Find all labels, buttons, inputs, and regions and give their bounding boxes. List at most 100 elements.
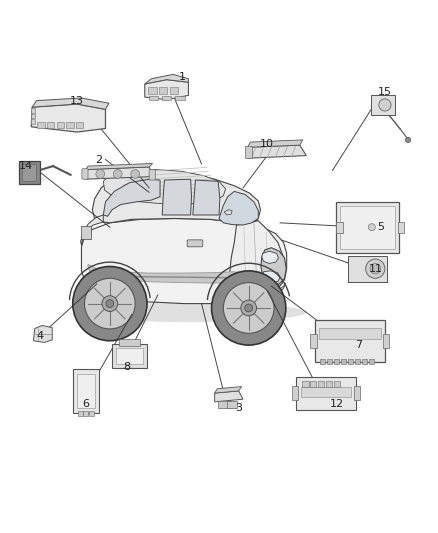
Polygon shape xyxy=(224,210,232,215)
Polygon shape xyxy=(145,75,188,84)
FancyBboxPatch shape xyxy=(296,376,356,410)
FancyBboxPatch shape xyxy=(398,222,404,233)
FancyBboxPatch shape xyxy=(341,359,346,364)
Polygon shape xyxy=(31,104,106,132)
FancyBboxPatch shape xyxy=(89,410,94,416)
FancyBboxPatch shape xyxy=(78,410,83,416)
Polygon shape xyxy=(86,167,153,179)
FancyBboxPatch shape xyxy=(148,87,156,94)
Text: 13: 13 xyxy=(70,95,84,106)
Polygon shape xyxy=(215,391,243,402)
FancyBboxPatch shape xyxy=(245,147,252,158)
Circle shape xyxy=(379,99,391,111)
Text: 2: 2 xyxy=(95,155,102,165)
FancyBboxPatch shape xyxy=(320,359,325,364)
Circle shape xyxy=(245,304,253,312)
FancyBboxPatch shape xyxy=(311,334,317,348)
Circle shape xyxy=(96,169,105,179)
FancyBboxPatch shape xyxy=(116,348,143,364)
Polygon shape xyxy=(219,191,258,225)
FancyBboxPatch shape xyxy=(300,386,351,397)
Polygon shape xyxy=(230,221,285,299)
Text: 1: 1 xyxy=(178,71,185,82)
Polygon shape xyxy=(103,169,226,205)
Text: 5: 5 xyxy=(377,222,384,232)
Polygon shape xyxy=(86,164,152,169)
Polygon shape xyxy=(32,98,109,109)
FancyBboxPatch shape xyxy=(57,122,64,128)
FancyBboxPatch shape xyxy=(334,381,340,387)
FancyBboxPatch shape xyxy=(336,222,343,233)
Text: 8: 8 xyxy=(124,362,131,372)
Circle shape xyxy=(113,169,122,179)
Text: 7: 7 xyxy=(355,340,362,350)
FancyBboxPatch shape xyxy=(47,122,54,128)
FancyBboxPatch shape xyxy=(227,400,237,408)
Polygon shape xyxy=(193,180,220,215)
FancyBboxPatch shape xyxy=(31,108,35,113)
Text: 15: 15 xyxy=(378,87,392,97)
Polygon shape xyxy=(92,171,261,225)
FancyBboxPatch shape xyxy=(348,359,353,364)
FancyBboxPatch shape xyxy=(315,320,385,362)
FancyBboxPatch shape xyxy=(66,122,74,128)
Ellipse shape xyxy=(79,303,306,322)
Polygon shape xyxy=(81,219,287,304)
Circle shape xyxy=(370,263,381,274)
FancyBboxPatch shape xyxy=(162,96,171,100)
FancyBboxPatch shape xyxy=(175,96,184,100)
FancyBboxPatch shape xyxy=(310,381,316,387)
Polygon shape xyxy=(81,215,103,246)
Circle shape xyxy=(73,266,147,341)
FancyBboxPatch shape xyxy=(31,119,35,124)
Polygon shape xyxy=(263,283,286,296)
FancyBboxPatch shape xyxy=(327,359,332,364)
Circle shape xyxy=(212,271,286,345)
FancyBboxPatch shape xyxy=(302,381,308,387)
FancyBboxPatch shape xyxy=(339,206,396,248)
FancyBboxPatch shape xyxy=(371,95,395,115)
Polygon shape xyxy=(215,386,242,393)
Text: 6: 6 xyxy=(82,399,89,409)
FancyBboxPatch shape xyxy=(187,240,203,247)
Text: 12: 12 xyxy=(330,399,344,409)
Circle shape xyxy=(241,300,257,316)
Circle shape xyxy=(366,259,385,278)
Text: 11: 11 xyxy=(369,264,383,273)
FancyBboxPatch shape xyxy=(218,400,231,408)
FancyBboxPatch shape xyxy=(77,374,95,408)
FancyBboxPatch shape xyxy=(369,359,374,364)
FancyBboxPatch shape xyxy=(37,122,45,128)
FancyBboxPatch shape xyxy=(170,87,178,94)
FancyBboxPatch shape xyxy=(18,161,39,184)
Text: 14: 14 xyxy=(19,161,33,171)
FancyBboxPatch shape xyxy=(22,164,36,181)
Circle shape xyxy=(85,278,135,329)
Circle shape xyxy=(406,138,411,142)
FancyBboxPatch shape xyxy=(348,256,387,282)
FancyBboxPatch shape xyxy=(336,202,399,253)
FancyBboxPatch shape xyxy=(318,381,324,387)
FancyBboxPatch shape xyxy=(326,381,332,387)
FancyBboxPatch shape xyxy=(112,344,147,368)
Polygon shape xyxy=(261,248,286,286)
Circle shape xyxy=(106,300,114,308)
Circle shape xyxy=(131,169,140,179)
FancyBboxPatch shape xyxy=(355,359,360,364)
FancyBboxPatch shape xyxy=(149,96,158,100)
FancyBboxPatch shape xyxy=(120,340,140,345)
Circle shape xyxy=(223,282,274,333)
FancyBboxPatch shape xyxy=(149,169,155,180)
Polygon shape xyxy=(247,145,306,158)
FancyBboxPatch shape xyxy=(334,359,339,364)
Text: 10: 10 xyxy=(260,139,274,149)
FancyBboxPatch shape xyxy=(83,410,88,416)
Polygon shape xyxy=(162,179,191,215)
Polygon shape xyxy=(103,179,160,216)
Circle shape xyxy=(368,224,375,231)
FancyBboxPatch shape xyxy=(292,386,298,400)
FancyBboxPatch shape xyxy=(319,328,381,339)
Polygon shape xyxy=(262,251,279,263)
FancyBboxPatch shape xyxy=(31,114,35,118)
Polygon shape xyxy=(33,326,52,343)
